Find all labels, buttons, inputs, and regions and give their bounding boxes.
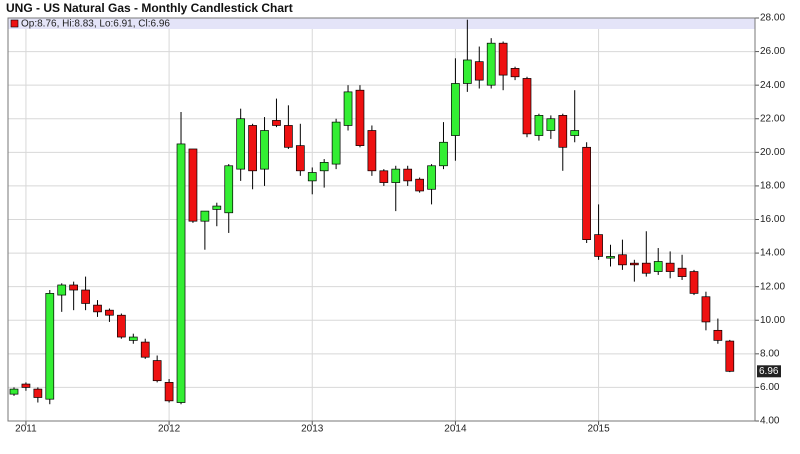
candle-body (319, 162, 329, 172)
candle-body (188, 148, 198, 222)
candle-body (713, 329, 723, 341)
y-tick-label: 26.00 (760, 46, 785, 57)
y-tick-label: 10.00 (760, 315, 785, 326)
x-tick-label: 2015 (587, 424, 610, 435)
candle-body (391, 168, 401, 183)
y-tick-label: 20.00 (760, 147, 785, 158)
legend-swatch (10, 19, 19, 28)
candle-body (212, 205, 222, 210)
last-price-label: 6.96 (759, 366, 779, 377)
candle-body (307, 172, 317, 182)
candle-body (69, 284, 79, 291)
candle-body (224, 165, 234, 214)
candle-body (546, 118, 556, 131)
y-tick-label: 14.00 (760, 248, 785, 259)
candle-body (570, 130, 580, 136)
candle-body (21, 383, 31, 388)
candle-body (128, 336, 138, 341)
candle-body (105, 309, 114, 316)
candle-body (164, 382, 174, 402)
last-price-box (757, 365, 781, 378)
candle-body (558, 115, 568, 148)
candle-body (403, 168, 413, 182)
candle-body (510, 68, 520, 78)
candle-body (57, 284, 67, 296)
y-tick-label: 6.00 (760, 382, 780, 393)
y-tick-label: 16.00 (760, 214, 785, 225)
candle-body (474, 61, 484, 81)
candle-body (725, 340, 735, 372)
y-tick-label: 28.00 (760, 13, 785, 24)
chart-title: UNG - US Natural Gas - Monthly Candlesti… (6, 1, 293, 15)
candle-body (45, 293, 55, 400)
candle-body (260, 130, 269, 170)
candle-body (498, 42, 508, 76)
y-tick-label: 24.00 (760, 80, 785, 91)
candle-body (653, 261, 663, 272)
candle-body (272, 120, 281, 126)
x-tick-label: 2014 (444, 424, 467, 435)
candle-body (677, 267, 687, 277)
y-tick-label: 22.00 (760, 113, 785, 124)
candle-body (152, 360, 162, 382)
candle-body (284, 125, 293, 148)
candle-body (522, 78, 532, 135)
candle-body (176, 143, 186, 403)
candle-body (93, 304, 102, 313)
y-tick-label: 4.00 (760, 416, 780, 427)
y-tick-label: 8.00 (760, 348, 780, 359)
candle-body (594, 234, 603, 257)
candle-body (451, 83, 460, 136)
legend-band (8, 18, 755, 29)
candle-body (415, 178, 424, 192)
candle-body (331, 121, 341, 165)
candle-body (200, 210, 210, 222)
candle-body (630, 262, 639, 266)
candle-body (33, 388, 43, 398)
candle-body (486, 42, 496, 86)
candle-body (427, 165, 436, 190)
candle-body (367, 130, 377, 172)
candle-body (689, 271, 699, 294)
candle-body (81, 289, 90, 304)
candle-body (534, 115, 544, 136)
x-tick-label: 2013 (301, 424, 324, 435)
candle-body (140, 341, 150, 358)
candle-body (9, 388, 19, 395)
legend-text: Op:8.76, Hi:8.83, Lo:6.91, Cl:6.96 (21, 19, 170, 30)
candle-body (665, 262, 675, 272)
candle-body (641, 262, 651, 274)
y-tick-label: 18.00 (760, 181, 785, 192)
candle-body (236, 118, 246, 170)
candle-body (701, 296, 711, 323)
candle-body (582, 146, 591, 241)
candle-body (439, 141, 448, 167)
candle-body (248, 125, 257, 172)
candle-body (343, 91, 353, 126)
candle-body (117, 314, 126, 338)
candle-body (618, 254, 627, 266)
candle-body (462, 59, 472, 84)
plot-frame (7, 17, 756, 422)
x-tick-label: 2012 (158, 424, 181, 435)
y-tick-label: 12.00 (760, 281, 785, 292)
candle-body (606, 256, 615, 259)
candle-body (379, 170, 389, 183)
x-tick-label: 2011 (15, 424, 37, 435)
candle-body (295, 145, 305, 172)
candle-body (355, 89, 365, 146)
